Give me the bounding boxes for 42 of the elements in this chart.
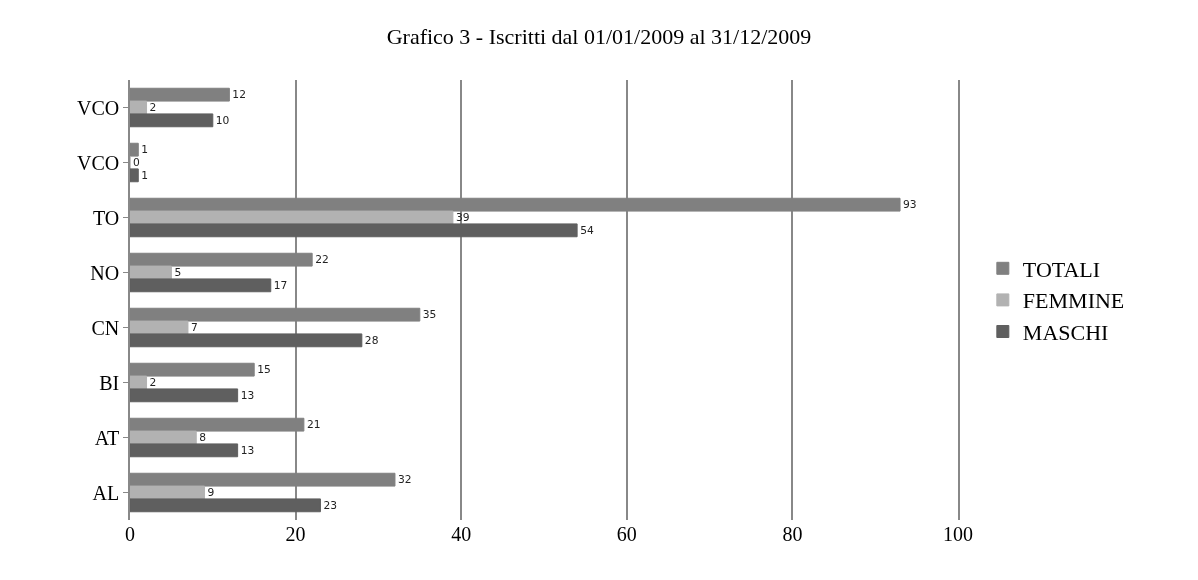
data-label: 5 bbox=[174, 266, 182, 280]
data-label: 35 bbox=[422, 308, 437, 322]
data-label: 1 bbox=[141, 168, 149, 182]
x-tick-label: 0 bbox=[125, 523, 135, 545]
data-label: 54 bbox=[580, 223, 594, 237]
y-tick-label: BI bbox=[99, 371, 120, 394]
x-tick-label: 60 bbox=[616, 523, 637, 545]
legend-label: FEMMINE bbox=[1022, 288, 1125, 314]
data-label: 17 bbox=[273, 278, 288, 292]
data-label: 15 bbox=[257, 363, 271, 377]
data-label: 39 bbox=[455, 211, 470, 225]
y-tick-label: TO bbox=[92, 206, 120, 229]
data-label: 13 bbox=[240, 388, 255, 402]
data-label: 2 bbox=[149, 376, 157, 390]
data-label: 22 bbox=[315, 253, 329, 267]
x-tick-label: 100 bbox=[943, 523, 973, 545]
y-tick-label: VCO bbox=[77, 151, 120, 174]
data-label: 13 bbox=[240, 443, 255, 457]
data-label: 9 bbox=[207, 486, 215, 500]
x-tick-label: 20 bbox=[285, 523, 306, 545]
data-label: 10 bbox=[215, 113, 230, 127]
y-tick-label: AL bbox=[92, 481, 120, 504]
legend-label: TOTALI bbox=[1022, 256, 1101, 282]
data-label: 2 bbox=[149, 101, 157, 115]
data-label: 1 bbox=[141, 143, 149, 157]
chart-title: Grafico 3 - Iscritti dal 01/01/2009 al 31/12/2009 bbox=[386, 24, 812, 50]
data-label: 32 bbox=[397, 473, 412, 487]
data-label: 12 bbox=[232, 88, 246, 102]
x-tick-label: 80 bbox=[782, 523, 803, 545]
legend-label: MASCHI bbox=[1022, 320, 1109, 346]
data-label: 21 bbox=[306, 418, 321, 432]
data-label: 8 bbox=[199, 431, 207, 445]
y-tick-label: AT bbox=[94, 426, 120, 449]
y-tick-label: CN bbox=[91, 316, 120, 339]
data-label: 0 bbox=[133, 156, 140, 170]
data-label: 7 bbox=[190, 321, 198, 335]
y-tick-label: NO bbox=[90, 261, 120, 284]
data-label: 28 bbox=[364, 333, 379, 347]
x-tick-label: 40 bbox=[451, 523, 472, 545]
data-label: 93 bbox=[903, 198, 917, 212]
y-tick-label: VCO bbox=[77, 96, 120, 119]
data-label: 23 bbox=[323, 498, 338, 512]
